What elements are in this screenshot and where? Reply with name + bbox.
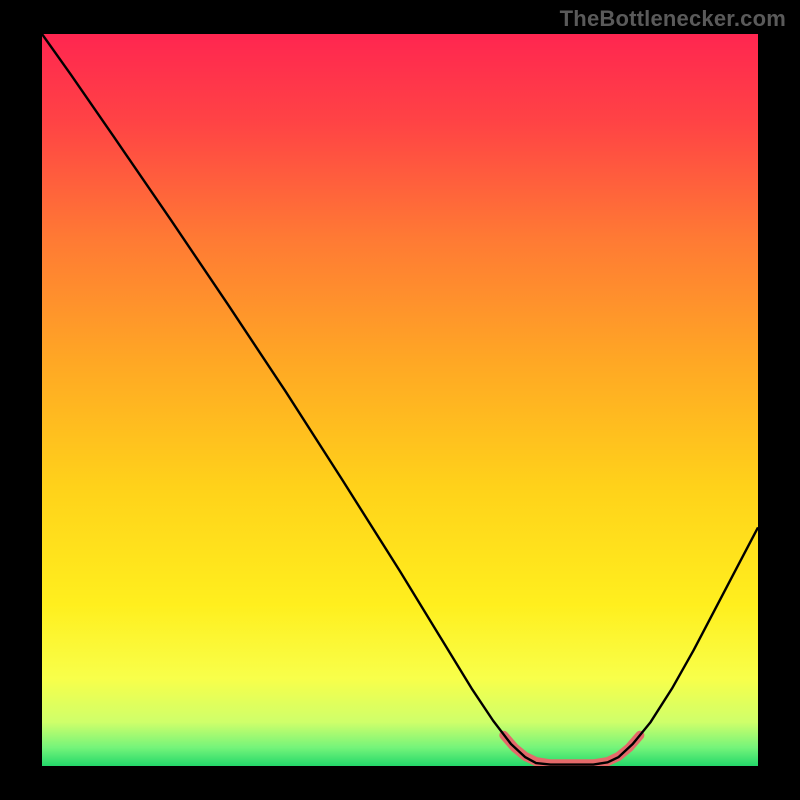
plot-svg	[42, 34, 758, 766]
plot-background	[42, 34, 758, 766]
watermark-text: TheBottlenecker.com	[560, 6, 786, 32]
chart-frame: TheBottlenecker.com	[0, 0, 800, 800]
plot-area	[42, 34, 758, 766]
